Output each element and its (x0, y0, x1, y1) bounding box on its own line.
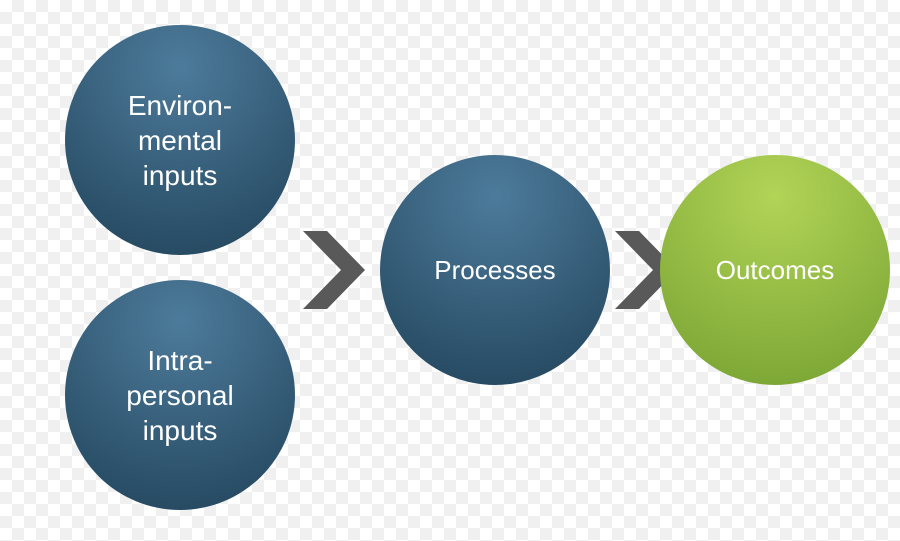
node-label: Environ-mentalinputs (128, 88, 232, 193)
node-label: Processes (434, 254, 555, 287)
node-processes: Processes (380, 155, 610, 385)
node-environmental-inputs: Environ-mentalinputs (65, 25, 295, 255)
node-label: Outcomes (716, 254, 835, 287)
node-intrapersonal-inputs: Intra-personalinputs (65, 280, 295, 510)
node-outcomes: Outcomes (660, 155, 890, 385)
node-label: Intra-personalinputs (126, 343, 233, 448)
chevron-right-icon (303, 231, 365, 309)
diagram-canvas: Environ-mentalinputs Intra-personalinput… (0, 0, 900, 541)
